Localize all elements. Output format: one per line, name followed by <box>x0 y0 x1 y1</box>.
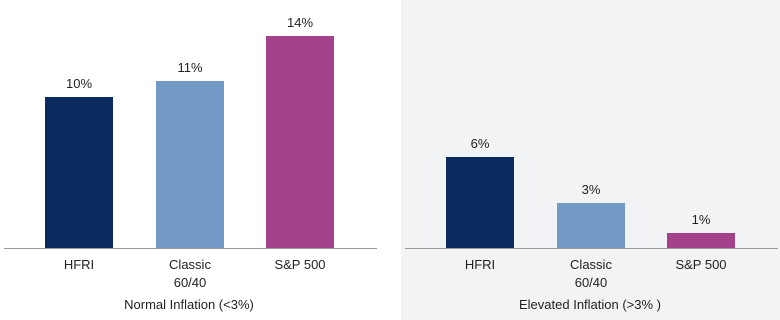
value-label: 6% <box>470 136 490 152</box>
bar <box>667 232 735 248</box>
category-label: Classic 60/40 <box>169 257 211 290</box>
bar <box>446 157 514 248</box>
bar <box>557 202 625 248</box>
value-label: 3% <box>581 181 601 197</box>
category-label: S&P 500 <box>274 257 326 272</box>
category-label: HFRI <box>63 257 95 272</box>
value-label: 14% <box>286 15 314 30</box>
baseline <box>4 248 377 249</box>
bar <box>156 81 224 248</box>
category-label: HFRI <box>464 257 496 272</box>
value-label: 10% <box>65 75 93 91</box>
value-label: 11% <box>177 60 203 76</box>
bar <box>45 96 113 248</box>
chart-panel: 10% HFRI 11% Classic 60/40 14% S&P 500 Normal … <box>0 0 380 320</box>
bar <box>266 36 334 248</box>
category-label: Classic 60/40 <box>570 257 612 290</box>
chart-panel: 6% HFRI 3% Classic 60/40 1% S&P 500 Elevated I… <box>401 0 780 320</box>
x-axis-label: Elevated Inflation (>3% ) <box>519 297 661 312</box>
category-label: S&P 500 <box>675 257 727 272</box>
baseline <box>405 248 778 249</box>
x-axis-label: Normal Inflation (<3%) <box>124 297 254 312</box>
value-label: 1% <box>691 211 711 227</box>
